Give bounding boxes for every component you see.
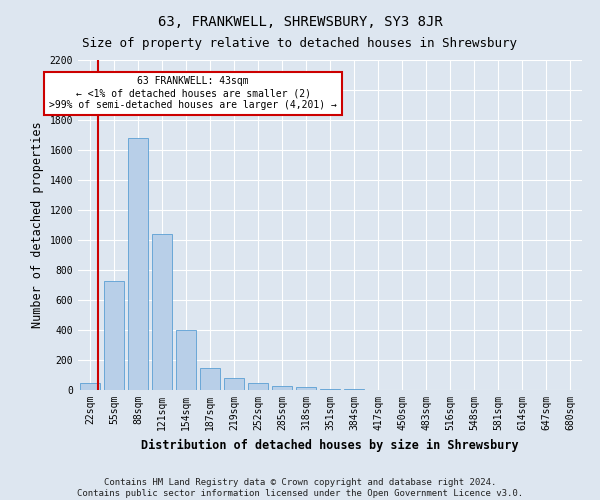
Bar: [320, 388, 340, 390]
Y-axis label: Number of detached properties: Number of detached properties: [31, 122, 44, 328]
Bar: [272, 386, 292, 390]
Bar: [296, 387, 316, 390]
Bar: [152, 234, 172, 390]
Text: Contains HM Land Registry data © Crown copyright and database right 2024.
Contai: Contains HM Land Registry data © Crown c…: [77, 478, 523, 498]
X-axis label: Distribution of detached houses by size in Shrewsbury: Distribution of detached houses by size …: [141, 438, 519, 452]
Bar: [248, 383, 268, 390]
Text: 63 FRANKWELL: 43sqm
← <1% of detached houses are smaller (2)
>99% of semi-detach: 63 FRANKWELL: 43sqm ← <1% of detached ho…: [49, 76, 337, 110]
Bar: [176, 330, 196, 390]
Bar: [344, 389, 364, 390]
Text: Size of property relative to detached houses in Shrewsbury: Size of property relative to detached ho…: [83, 38, 517, 51]
Bar: [128, 138, 148, 390]
Bar: [80, 382, 100, 390]
Bar: [224, 378, 244, 390]
Text: 63, FRANKWELL, SHREWSBURY, SY3 8JR: 63, FRANKWELL, SHREWSBURY, SY3 8JR: [158, 15, 442, 29]
Bar: [200, 368, 220, 390]
Bar: [104, 280, 124, 390]
